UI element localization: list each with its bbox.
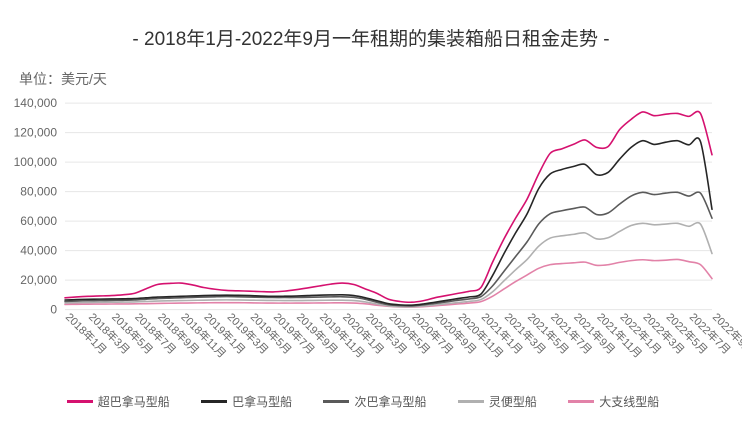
svg-text:60,000: 60,000	[20, 214, 57, 228]
svg-text:20,000: 20,000	[20, 273, 57, 287]
svg-text:120,000: 120,000	[14, 126, 58, 140]
svg-text:100,000: 100,000	[14, 155, 58, 169]
svg-text:0: 0	[50, 303, 57, 317]
svg-text:40,000: 40,000	[20, 244, 57, 258]
svg-text:140,000: 140,000	[14, 96, 58, 110]
svg-text:80,000: 80,000	[20, 185, 57, 199]
